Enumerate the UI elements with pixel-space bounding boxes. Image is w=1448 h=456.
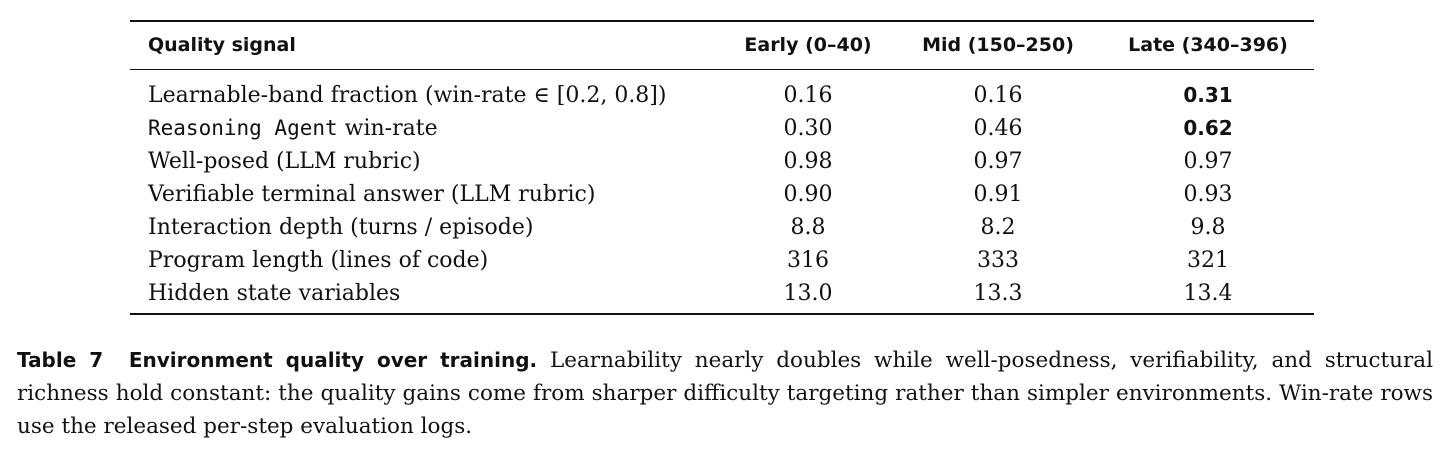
- cell-late: 0.97: [1183, 149, 1233, 174]
- row-label-rest: win-rate: [337, 116, 438, 141]
- header-quality-signal: Quality signal: [148, 34, 296, 56]
- cell-early: 13.0: [783, 281, 833, 306]
- header-late: Late (340–396): [1128, 34, 1288, 56]
- cell-early: 8.8: [790, 215, 826, 240]
- cell-late: 321: [1187, 248, 1229, 273]
- row-label: Program length (lines of code): [148, 248, 489, 273]
- cell-late: 0.31: [1183, 83, 1233, 107]
- table-row: Learnable-band fraction (win-rate ∈ [0.2…: [130, 79, 1314, 112]
- cell-mid: 0.46: [973, 116, 1023, 141]
- caption-label: Table 7: [17, 348, 104, 372]
- cell-mid: 13.3: [973, 281, 1023, 306]
- table-bottom-rule: [130, 313, 1314, 315]
- header-early: Early (0–40): [744, 34, 872, 56]
- cell-mid: 0.91: [973, 182, 1023, 207]
- cell-early: 0.98: [783, 149, 833, 174]
- cell-mid: 8.2: [980, 215, 1016, 240]
- cell-early: 0.90: [783, 182, 833, 207]
- cell-early: 0.30: [783, 116, 833, 141]
- row-label: Interaction depth (turns / episode): [148, 215, 534, 240]
- table-row: Interaction depth (turns / episode) 8.8 8.…: [130, 211, 1314, 244]
- table-row: Program length (lines of code) 316 333 321: [130, 244, 1314, 277]
- cell-mid: 0.97: [973, 149, 1023, 174]
- cell-mid: 333: [977, 248, 1019, 273]
- table-row: Verifiable terminal answer (LLM rubric) 0…: [130, 178, 1314, 211]
- table-row: Hidden state variables 13.0 13.3 13.4: [130, 277, 1314, 310]
- header-mid: Mid (150–250): [922, 34, 1074, 56]
- cell-early: 0.16: [783, 83, 833, 108]
- table-row: Well-posed (LLM rubric) 0.98 0.97 0.97: [130, 145, 1314, 178]
- cell-mid: 0.16: [973, 83, 1023, 108]
- table-caption: Table 7 Environment quality over trainin…: [17, 344, 1433, 443]
- row-label: Learnable-band fraction (win-rate ∈ [0.2…: [148, 83, 667, 108]
- cell-early: 316: [787, 248, 829, 273]
- table-header-rule: [130, 69, 1314, 70]
- table-top-rule: [130, 20, 1314, 22]
- cell-late: 9.8: [1190, 215, 1226, 240]
- cell-late: 0.93: [1183, 182, 1233, 207]
- row-label-mono: Reasoning Agent: [148, 116, 338, 140]
- table-row: Reasoning Agent win-rate 0.30 0.46 0.62: [130, 112, 1314, 145]
- caption-text: Learnability nearly doubles while well-p…: [17, 348, 1433, 439]
- row-label: Well-posed (LLM rubric): [148, 149, 421, 174]
- cell-late: 0.62: [1183, 116, 1233, 140]
- row-label: Hidden state variables: [148, 281, 401, 306]
- row-label: Verifiable terminal answer (LLM rubric): [148, 182, 596, 207]
- cell-late: 13.4: [1183, 281, 1233, 306]
- caption-title: Environment quality over training.: [128, 348, 538, 372]
- row-label: Reasoning Agent win-rate: [148, 112, 438, 145]
